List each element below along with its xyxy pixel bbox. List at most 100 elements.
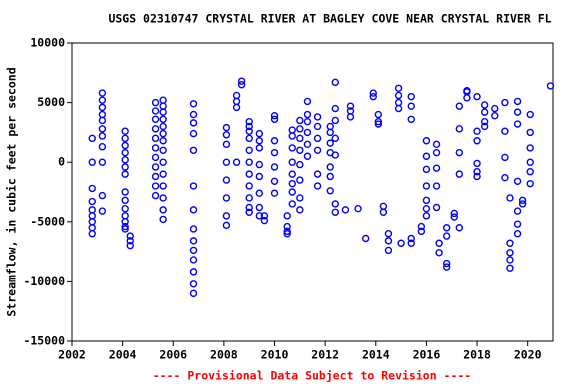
data-point — [245, 117, 253, 126]
data-point — [151, 182, 160, 190]
data-point — [288, 158, 296, 166]
data-point — [326, 128, 334, 137]
data-point — [189, 110, 198, 119]
data-point — [121, 204, 129, 213]
data-point — [151, 153, 160, 162]
data-point — [326, 139, 334, 147]
data-point — [374, 110, 383, 119]
data-point — [245, 127, 253, 135]
data-point — [526, 179, 534, 188]
data-point — [432, 164, 441, 172]
data-point — [159, 122, 167, 131]
data-point — [189, 100, 198, 108]
data-point — [432, 140, 441, 149]
data-point — [232, 91, 241, 100]
data-point — [270, 115, 279, 123]
data-point — [407, 102, 415, 110]
data-point — [98, 110, 107, 119]
data-point — [331, 78, 339, 87]
data-point — [98, 143, 107, 151]
data-point — [513, 108, 522, 116]
data-point — [98, 191, 107, 200]
data-point — [313, 170, 322, 178]
data-point — [422, 137, 431, 145]
data-point — [245, 146, 253, 154]
data-point — [331, 151, 339, 159]
data-point — [151, 125, 160, 133]
data-point — [296, 134, 304, 143]
data-point — [546, 82, 555, 90]
data-point — [189, 289, 198, 298]
data-point — [501, 127, 509, 135]
data-point — [288, 170, 296, 178]
data-point — [222, 212, 231, 220]
data-point — [189, 237, 198, 245]
data-point — [341, 206, 350, 214]
data-point — [159, 206, 167, 214]
data-point — [455, 125, 464, 133]
x-tick-label: 2008 — [210, 348, 238, 362]
data-point — [88, 206, 96, 214]
data-point — [159, 182, 167, 190]
data-point — [255, 172, 264, 181]
data-point — [270, 112, 279, 120]
data-point — [455, 224, 464, 232]
data-point — [288, 144, 296, 152]
data-point — [88, 212, 96, 220]
data-point — [369, 92, 377, 101]
data-point — [159, 158, 167, 166]
data-point — [480, 101, 489, 109]
data-point — [245, 182, 253, 190]
data-point — [450, 213, 458, 221]
data-point — [255, 129, 264, 138]
data-point — [473, 172, 481, 181]
data-point — [379, 202, 388, 211]
data-point — [260, 216, 269, 225]
data-point — [506, 256, 514, 264]
data-point — [296, 116, 304, 125]
data-point — [159, 194, 167, 202]
data-point — [288, 200, 296, 208]
data-point — [480, 117, 489, 126]
data-point — [480, 108, 489, 116]
data-point — [296, 160, 304, 169]
data-point — [283, 222, 291, 231]
data-point — [189, 256, 198, 264]
data-point — [422, 204, 431, 213]
data-point — [331, 200, 339, 208]
data-point — [506, 249, 514, 257]
data-point — [407, 239, 415, 247]
data-point — [422, 152, 431, 160]
data-point — [98, 116, 107, 125]
data-point — [432, 203, 441, 212]
data-point — [432, 148, 441, 157]
data-point — [288, 132, 296, 140]
x-tick-label: 2016 — [413, 348, 441, 362]
data-point — [303, 128, 312, 137]
data-point — [442, 224, 451, 232]
data-point — [151, 191, 160, 200]
x-tick-label: 2006 — [159, 348, 187, 362]
data-point — [501, 153, 509, 162]
data-point — [501, 98, 509, 107]
y-tick-label: 5000 — [37, 95, 65, 109]
data-point — [435, 239, 443, 247]
data-point — [159, 146, 167, 154]
data-point — [260, 212, 269, 220]
y-axis-label: Streamflow, in cubic feet per second — [5, 67, 19, 316]
data-point — [384, 246, 393, 255]
data-point — [394, 98, 403, 107]
data-point — [222, 194, 231, 202]
x-tick-label: 2010 — [261, 348, 289, 362]
data-point — [88, 134, 96, 143]
data-point — [455, 148, 464, 157]
data-point — [270, 137, 279, 145]
data-point — [222, 131, 231, 139]
data-point — [232, 158, 241, 166]
data-point — [245, 158, 253, 166]
data-point — [422, 165, 431, 174]
data-point — [442, 259, 451, 268]
data-point — [121, 127, 129, 135]
data-point — [361, 234, 370, 243]
